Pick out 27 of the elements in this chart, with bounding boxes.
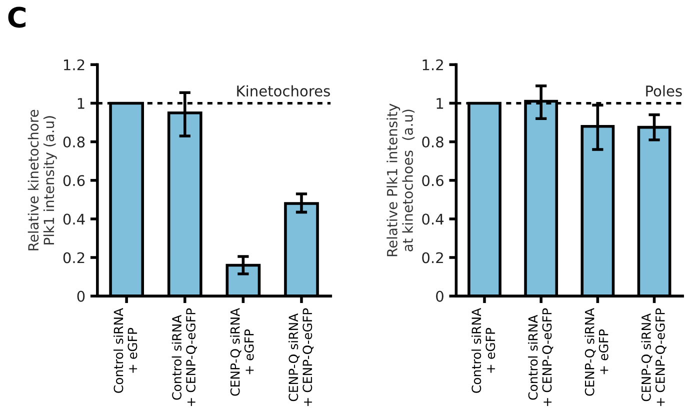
y-tick-label: 0 [77,290,85,302]
x-tick-label: CENP-Q siRNA + CENP-Q-eGFP [641,308,666,406]
y-tick-label: 0.8 [422,136,444,148]
x-tick-label: CENP-Q siRNA + eGFP [584,308,608,396]
y-axis-title: Relative kinetochore Plk1 intensity (a.u) [28,110,57,250]
y-tick-label: 1 [78,98,84,109]
y-axis-title: Relative Plk1 intensity at kinetochoes (a.u) [386,104,415,256]
y-tick-label: 0.6 [422,175,444,186]
y-tick-label: 1.2 [422,59,443,70]
x-tick-label: Control siRNA + CENP-Q-eGFP [172,308,197,406]
x-tick-label: CENP-Q siRNA + CENP-Q-eGFP [288,308,314,406]
y-tick-label: 0 [436,290,444,302]
x-tick-label: Control siRNA + eGFP [471,308,496,393]
y-tick-label: 1 [436,98,444,109]
y-tick-label: 0.4 [422,214,444,225]
y-tick-label: 0.2 [422,252,443,264]
y-tick-label: 0.6 [63,175,85,186]
x-tick-label: Control siRNA + CENP-Q-eGFP [528,308,554,406]
y-tick-label: 0.2 [63,252,84,264]
ref-line-label: Poles [646,85,682,97]
y-tick-label: 0.4 [63,214,85,225]
y-tick-label: 0.8 [63,136,85,148]
x-tick-label: CENP-Q siRNA + eGFP [230,308,254,396]
x-tick-label: Control siRNA + eGFP [114,308,138,393]
ref-line-label: Kinetochores [237,85,330,97]
text: C [8,6,26,28]
y-tick-label: 1.2 [64,59,84,70]
